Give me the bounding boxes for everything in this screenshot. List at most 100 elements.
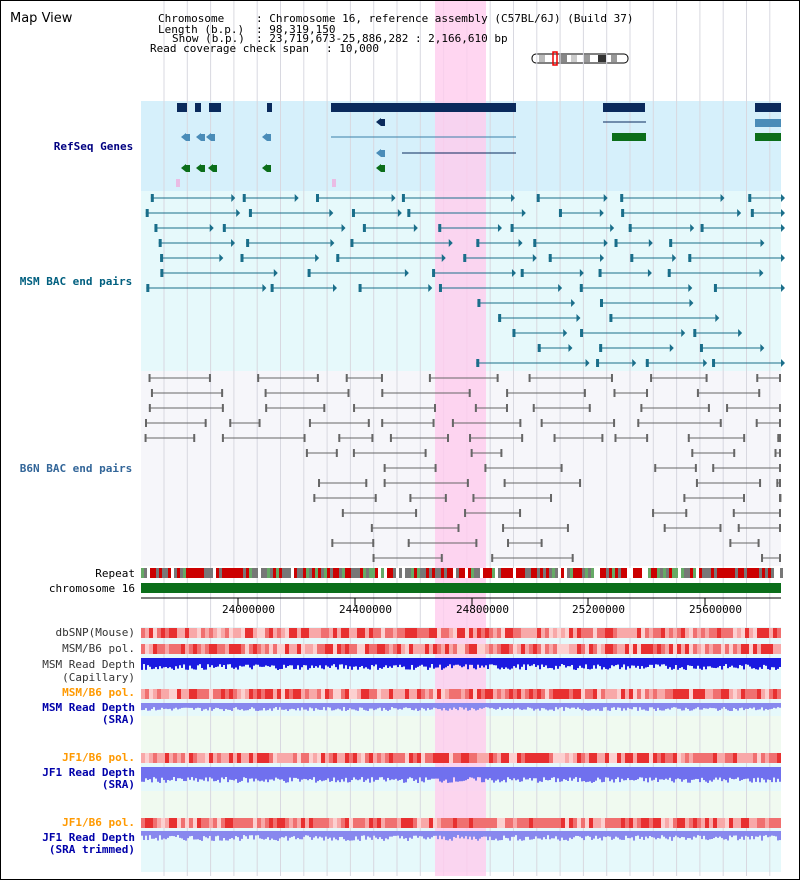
polymorphism-cell	[313, 644, 317, 654]
read-depth-bar	[605, 767, 607, 778]
read-depth-bar	[545, 767, 547, 780]
repeat-mark	[219, 568, 222, 578]
read-depth-bar	[149, 767, 151, 780]
read-depth-bar	[225, 831, 227, 841]
polymorphism-cell	[201, 689, 205, 699]
read-depth-bar	[229, 658, 231, 665]
track-label-refseq-genes[interactable]: RefSeq Genes	[53, 140, 134, 153]
read-depth-bar	[737, 767, 739, 778]
read-depth-bar	[157, 831, 159, 841]
polymorphism-cell	[209, 644, 213, 654]
bac-end	[221, 434, 224, 442]
read-depth-bar	[653, 831, 655, 838]
repeat-mark	[693, 568, 696, 578]
polymorphism-cell	[377, 628, 381, 638]
polymorphism-cell	[193, 628, 197, 638]
polymorphism-cell	[529, 818, 533, 828]
read-depth-bar	[621, 831, 623, 840]
polymorphism-cell	[177, 753, 181, 763]
repeat-mark	[603, 568, 606, 578]
polymorphism-cell	[689, 644, 693, 654]
read-depth-bar	[397, 767, 399, 781]
polymorphism-cell	[745, 753, 749, 763]
polymorphism-cell	[521, 628, 525, 638]
bac-end	[221, 404, 224, 412]
polymorphism-cell	[577, 628, 581, 638]
polymorphism-cell	[765, 644, 769, 654]
read-depth-bar	[251, 658, 253, 670]
bac-end	[273, 269, 278, 277]
read-depth-bar	[151, 767, 153, 783]
track-label-jf1-b6-pol: JF1/B6 pol.	[62, 751, 135, 764]
read-depth-bar	[335, 831, 337, 840]
repeat-mark	[354, 568, 357, 578]
repeat-mark	[237, 568, 240, 578]
read-depth-bar	[515, 703, 517, 709]
track-label-jf1-depth-trimmed: JF1 Read Depth	[42, 831, 135, 844]
polymorphism-cell	[493, 818, 497, 828]
polymorphism-cell	[381, 689, 385, 699]
read-depth-bar	[751, 658, 753, 669]
read-depth-bar	[295, 658, 297, 669]
read-depth-bar	[187, 658, 189, 670]
polymorphism-cell	[617, 689, 621, 699]
read-depth-bar	[593, 703, 595, 709]
polymorphism-cell	[185, 689, 189, 699]
repeat-mark	[474, 568, 477, 578]
bac-end	[528, 374, 531, 382]
bac-end	[610, 224, 615, 232]
polymorphism-cell	[469, 818, 473, 828]
track-label-b6n-bac[interactable]: B6N BAC end pairs	[19, 462, 133, 475]
read-depth-bar	[297, 658, 299, 666]
polymorphism-cell	[601, 628, 605, 638]
polymorphism-cell	[497, 818, 501, 828]
polymorphism-cell	[753, 753, 757, 763]
read-depth-bar	[573, 658, 575, 670]
read-depth-bar	[711, 831, 713, 839]
read-depth-bar	[421, 831, 423, 837]
polymorphism-cell	[685, 818, 689, 828]
polymorphism-cell	[561, 689, 565, 699]
read-depth-bar	[279, 703, 281, 708]
bac-end	[536, 194, 540, 202]
polymorphism-cell	[305, 689, 309, 699]
read-depth-bar	[475, 658, 477, 670]
read-depth-bar	[343, 658, 345, 669]
read-depth-bar	[467, 703, 469, 711]
read-depth-bar	[507, 767, 509, 778]
polymorphism-cell	[473, 753, 477, 763]
polymorphism-cell	[305, 628, 309, 638]
read-depth-bar	[333, 658, 335, 665]
read-depth-bar	[293, 658, 295, 670]
read-depth-bar	[579, 658, 581, 666]
repeat-mark	[426, 568, 429, 578]
track-label-msm-bac[interactable]: MSM BAC end pairs	[19, 275, 133, 288]
read-depth-bar	[657, 658, 659, 665]
polymorphism-cell	[173, 628, 177, 638]
read-depth-bar	[643, 767, 645, 782]
read-depth-bar	[499, 703, 501, 708]
repeat-mark	[432, 568, 435, 578]
polymorphism-cell	[141, 818, 145, 828]
polymorphism-cell	[613, 628, 617, 638]
repeat-mark	[420, 568, 423, 578]
read-depth-bar	[425, 703, 427, 711]
polymorphism-cell	[621, 818, 625, 828]
read-depth-bar	[379, 703, 381, 708]
polymorphism-cell	[717, 644, 721, 654]
read-depth-bar	[559, 703, 561, 708]
read-depth-bar	[607, 831, 609, 837]
bac-end	[331, 539, 334, 547]
gene-arrow	[262, 164, 267, 172]
read-depth-bar	[425, 658, 427, 667]
polymorphism-cell	[213, 818, 217, 828]
polymorphism-cell	[565, 689, 569, 699]
read-depth-bar	[455, 658, 457, 665]
read-depth-bar	[633, 767, 635, 781]
polymorphism-cell	[193, 753, 197, 763]
polymorphism-cell	[473, 644, 477, 654]
bac-end	[432, 419, 435, 427]
polymorphism-cell	[205, 628, 209, 638]
bac-end	[407, 209, 411, 217]
